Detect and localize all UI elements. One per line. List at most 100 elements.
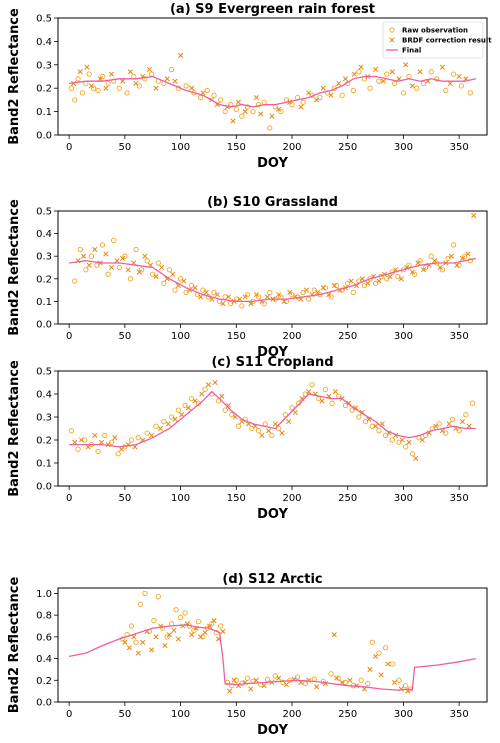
raw-observation-point [75,76,81,82]
x-tick-label: 50 [118,331,131,342]
brdf-correction-point [171,627,177,633]
brdf-correction-point [81,253,87,259]
x-tick-label: 100 [171,331,190,342]
brdf-correction-point [283,682,289,688]
brdf-correction-point [398,276,404,282]
chart-title: (a) S9 Evergreen rain forest [170,2,375,17]
brdf-correction-point [447,80,453,87]
brdf-correction-point [347,677,353,683]
brdf-correction-point [380,78,386,84]
brdf-correction-point [319,398,325,404]
raw-observation-point [450,242,457,248]
raw-observation-point [356,414,362,420]
raw-observation-point [261,99,267,105]
brdf-correction-point [399,437,405,443]
raw-observation-point [300,99,306,105]
raw-observation-point [417,258,423,264]
x-tick-label: 50 [118,709,131,720]
brdf-correction-point [253,677,259,683]
plot-frame [57,370,488,487]
x-axis-label: DOY [257,723,288,738]
legend-entry-label: BRDF correction result [402,37,492,45]
brdf-correction-point [339,679,345,686]
brdf-correction-point [276,675,282,681]
raw-observation-point [144,258,150,264]
brdf-correction-point [433,423,439,429]
brdf-correction-point [164,76,170,82]
raw-observation-point [456,428,462,434]
raw-observation-point [222,294,228,300]
raw-observation-point [82,437,88,443]
brdf-correction-point [331,283,337,289]
raw-observation-point [166,267,173,273]
raw-observation-point [211,92,217,98]
raw-observation-point [342,679,349,686]
brdf-correction-point [269,113,275,119]
raw-observation-point [228,301,234,307]
chart-title: (b) S10 Grassland [207,195,338,210]
x-tick-label: 350 [450,493,469,504]
raw-observation-point [195,619,202,625]
brdf-correction-point [157,425,164,432]
raw-observation-point [218,623,224,629]
raw-observation-point [197,94,204,101]
y-tick-label: 0.4 [36,390,52,401]
brdf-correction-point [359,276,365,282]
brdf-correction-point [342,76,349,82]
raw-observation-point [77,246,83,253]
x-tick-label: 150 [227,331,246,342]
raw-observation-point [420,80,427,87]
raw-observation-point [349,407,355,413]
brdf-correction-point [77,69,83,75]
brdf-correction-point [403,62,409,68]
raw-observation-point [436,421,442,427]
brdf-correction-point [417,69,423,75]
brdf-correction-point [253,292,259,298]
raw-observation-point [142,590,148,597]
brdf-correction-point [103,251,109,257]
raw-observation-point [183,83,189,89]
raw-observation-point [150,271,156,277]
raw-observation-point [122,253,128,259]
brdf-correction-point [409,269,415,275]
raw-observation-point [239,113,245,119]
brdf-correction-point [376,278,382,284]
brdf-correction-point [248,301,254,307]
raw-observation-point [148,71,155,77]
raw-observation-point [137,601,144,607]
raw-observation-point [350,87,356,94]
x-tick-label: 150 [227,709,246,720]
x-tick-label: 100 [171,493,190,504]
x-tick-label: 0 [66,709,72,720]
raw-observation-point [282,412,288,418]
raw-observation-point [102,432,108,439]
raw-observation-point [367,85,373,91]
raw-observation-point [115,451,121,457]
raw-observation-point [289,291,295,298]
raw-observation-point [222,108,228,115]
raw-observation-point [249,425,255,432]
brdf-correction-point [352,405,359,411]
x-tick-label: 50 [118,142,131,153]
brdf-correction-point [78,437,84,443]
raw-observation-point [255,428,262,434]
chart-title: (c) S11 Cropland [211,355,333,370]
brdf-correction-point [279,430,285,436]
brdf-correction-point [264,294,271,300]
y-tick-label: 0.1 [36,297,52,308]
brdf-correction-point [103,85,109,91]
raw-observation-point [175,407,181,413]
brdf-correction-point [373,66,379,73]
raw-observation-point [133,246,139,253]
brdf-correction-point [258,111,264,117]
raw-observation-point [280,679,286,686]
raw-observation-point [127,276,134,282]
brdf-correction-point [320,285,326,291]
brdf-correction-point [205,382,211,388]
brdf-correction-point [331,632,337,638]
y-tick-label: 0.3 [36,252,52,263]
raw-observation-point [467,258,473,264]
brdf-correction-point [303,287,310,293]
y-tick-label: 0.2 [36,274,52,285]
